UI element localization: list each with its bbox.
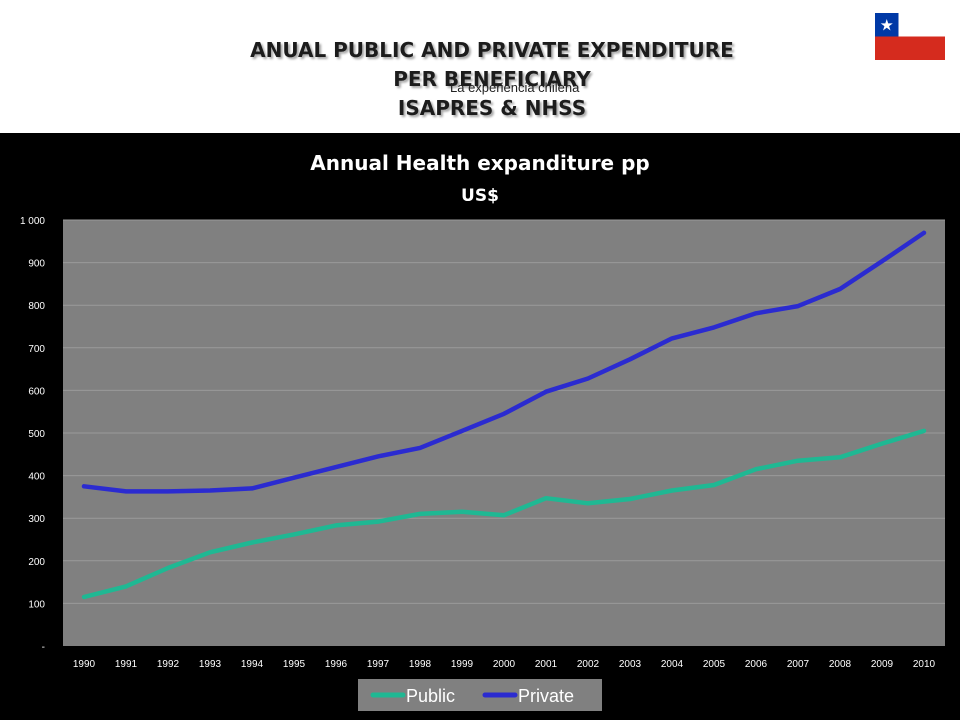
series-lines: [81, 230, 927, 600]
x-tick-label: 2004: [661, 659, 684, 670]
x-tick-label: 1994: [241, 659, 264, 670]
legend-label-public: Public: [406, 686, 455, 706]
x-tick-label: 2002: [577, 659, 600, 670]
flag-star-icon: [880, 19, 893, 31]
series-line-private: [81, 230, 927, 494]
y-tick-label: 200: [28, 557, 45, 568]
flag-red-stripe: [875, 36, 945, 60]
slide-header: ANUAL PUBLIC AND PRIVATE EXPENDITURE PER…: [0, 0, 960, 133]
y-tick-label: 700: [28, 344, 45, 355]
x-tick-label: 1995: [283, 659, 306, 670]
grid-lines: [63, 219, 945, 604]
x-tick-label: 1990: [73, 659, 96, 670]
y-tick-label: 400: [28, 472, 45, 483]
x-tick-label: 2009: [871, 659, 894, 670]
chart-area: Annual Health expanditure pp US$ - 100 200…: [0, 133, 960, 720]
x-tick-label: 2007: [787, 659, 810, 670]
y-tick-label: 600: [28, 386, 45, 397]
y-tick-label: 100: [28, 599, 45, 610]
line-chart: Annual Health expanditure pp US$ - 100 200…: [20, 151, 945, 711]
series-line-public: [81, 428, 927, 600]
x-tick-label: 2005: [703, 659, 726, 670]
chart-title: Annual Health expanditure pp: [310, 151, 649, 175]
x-tick-label: 1992: [157, 659, 180, 670]
x-tick-label: 1999: [451, 659, 474, 670]
y-tick-label: -: [42, 642, 45, 653]
y-tick-label: 500: [28, 429, 45, 440]
y-tick-label: 1 000: [20, 216, 45, 227]
x-tick-label: 2006: [745, 659, 768, 670]
legend-label-private: Private: [518, 686, 574, 706]
x-tick-label: 1998: [409, 659, 432, 670]
x-tick-label: 1993: [199, 659, 222, 670]
slide-title-line-3: ISAPRES & NHSS: [397, 96, 587, 120]
x-tick-label: 2001: [535, 659, 558, 670]
y-tick-label: 800: [28, 301, 45, 312]
slide-subtitle-overlay: La experiencia chilena: [450, 80, 580, 95]
x-tick-label: 2003: [619, 659, 642, 670]
x-tick-label: 2000: [493, 659, 516, 670]
x-tick-label: 1996: [325, 659, 348, 670]
y-tick-label: 300: [28, 514, 45, 525]
x-tick-label: 2010: [913, 659, 936, 670]
x-axis-ticks: 1990 1991 1992 1993 1994 1995 1996 1997 1998 1999…: [73, 659, 936, 670]
chart-subtitle: US$: [461, 186, 499, 206]
x-tick-label: 1991: [115, 659, 138, 670]
chart-legend: Public Private: [358, 679, 602, 711]
chile-flag-icon: [875, 13, 945, 60]
y-tick-label: 900: [28, 259, 45, 270]
slide-title-line-2: PER BENEFICIARY: [393, 67, 591, 91]
slide-title: ANUAL PUBLIC AND PRIVATE EXPENDITURE PER…: [0, 36, 960, 123]
y-axis-ticks: - 100 200 300 400 500 600 700 800 900 1 000: [20, 216, 45, 653]
x-tick-label: 1997: [367, 659, 390, 670]
slide-title-line-1: ANUAL PUBLIC AND PRIVATE EXPENDITURE: [250, 38, 734, 62]
x-tick-label: 2008: [829, 659, 852, 670]
